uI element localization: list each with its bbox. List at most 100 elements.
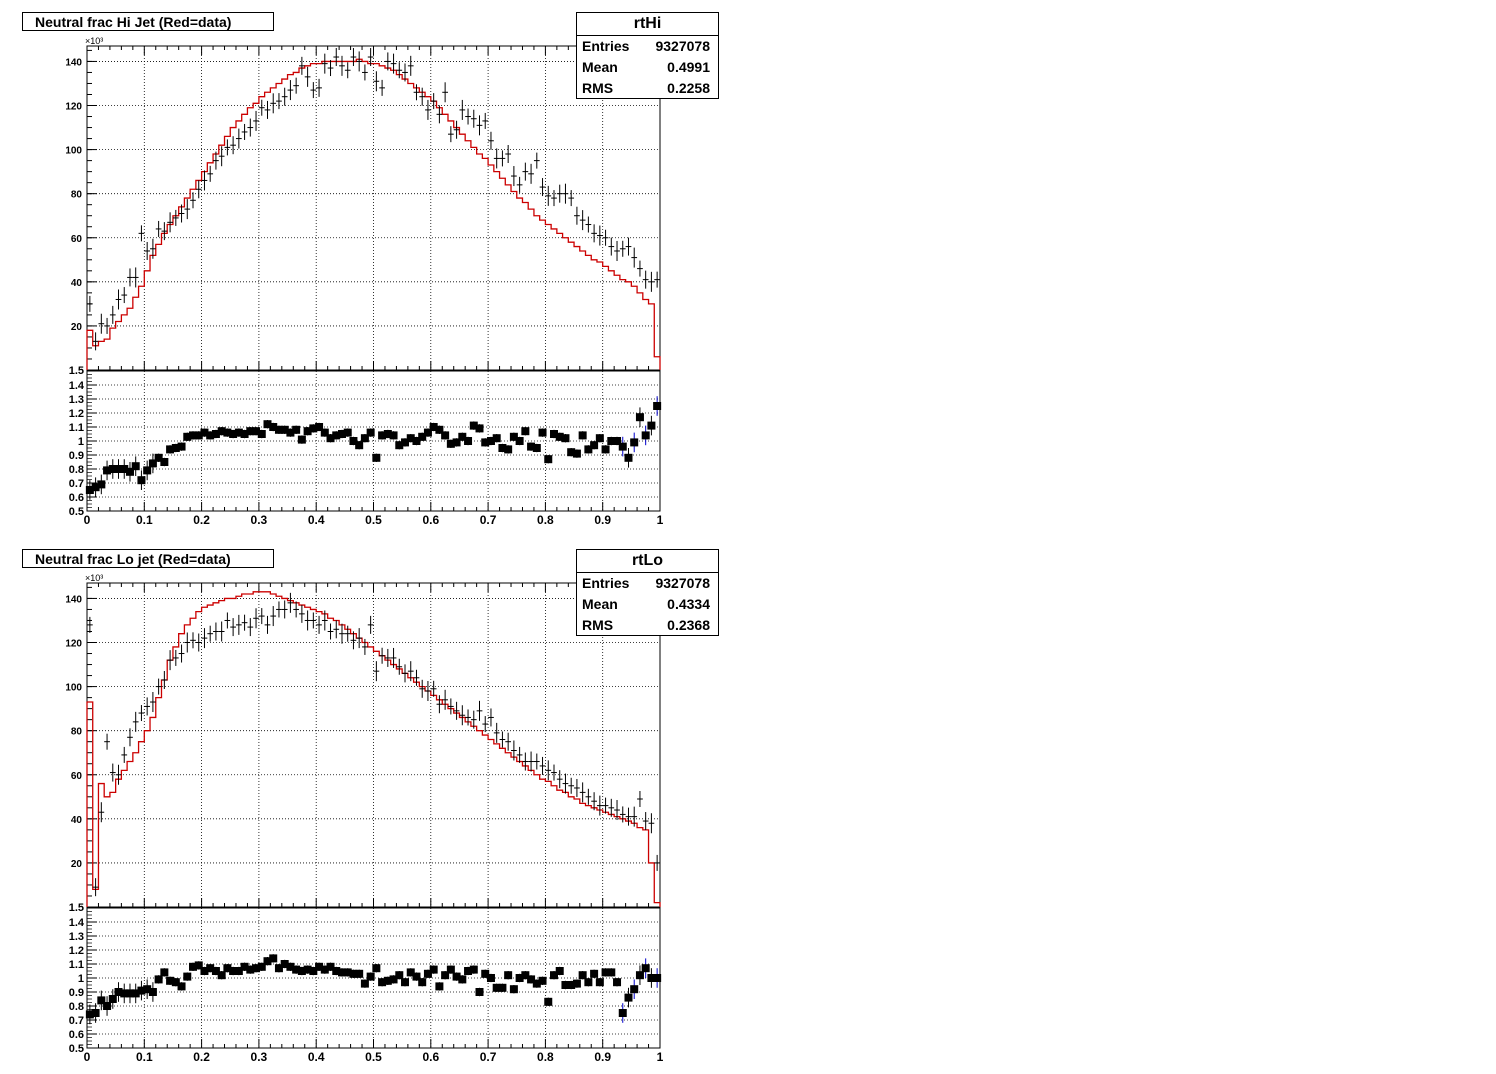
ratio-point bbox=[635, 407, 644, 427]
ratio-marker bbox=[567, 448, 576, 457]
ratio-point bbox=[108, 459, 117, 479]
ratio-y-tick-label: 1.5 bbox=[69, 902, 84, 914]
ratio-point bbox=[137, 470, 146, 490]
mc-point bbox=[379, 79, 385, 96]
ratio-marker bbox=[378, 978, 387, 987]
ratio-point bbox=[555, 432, 564, 441]
ratio-marker bbox=[200, 967, 209, 975]
ratio-point bbox=[303, 427, 312, 436]
data-histogram-line bbox=[86, 591, 661, 907]
ratio-point bbox=[372, 453, 381, 462]
ratio-point bbox=[349, 969, 358, 978]
ratio-point bbox=[183, 972, 192, 981]
ratio-y-tick-label: 1 bbox=[78, 436, 84, 448]
ratio-y-tick-label: 0.5 bbox=[69, 1043, 84, 1055]
mc-point bbox=[299, 604, 305, 623]
x-tick-label: 0.4 bbox=[308, 1050, 325, 1064]
mc-point bbox=[442, 82, 448, 103]
mc-point bbox=[350, 631, 357, 650]
ratio-marker bbox=[274, 425, 283, 434]
ratio-marker bbox=[475, 424, 484, 433]
ratio-marker bbox=[211, 967, 220, 975]
y-tick-label: 80 bbox=[71, 727, 83, 738]
ratio-point bbox=[91, 477, 100, 497]
ratio-marker bbox=[206, 964, 215, 973]
ratio-marker bbox=[544, 455, 553, 464]
ratio-marker bbox=[171, 444, 180, 452]
ratio-marker bbox=[332, 967, 341, 975]
mc-point bbox=[619, 240, 626, 257]
y-tick-label: 100 bbox=[65, 683, 82, 694]
ratio-marker bbox=[97, 996, 106, 1005]
mc-point bbox=[167, 212, 173, 233]
ratio-marker bbox=[343, 968, 352, 977]
ratio-y-tick-label: 1.3 bbox=[69, 394, 84, 406]
ratio-marker bbox=[446, 965, 455, 974]
mc-point bbox=[476, 115, 483, 136]
ratio-point bbox=[206, 431, 215, 440]
ratio-point bbox=[481, 438, 490, 447]
ratio-marker bbox=[389, 431, 398, 440]
ratio-marker bbox=[378, 431, 387, 440]
ratio-point bbox=[252, 964, 261, 973]
ratio-marker bbox=[492, 434, 501, 443]
ratio-point bbox=[401, 978, 410, 987]
mc-point bbox=[132, 267, 139, 288]
mc-point bbox=[459, 705, 466, 726]
ratio-point bbox=[458, 432, 467, 441]
ratio-marker bbox=[538, 976, 547, 985]
ratio-point bbox=[274, 425, 283, 434]
mc-point bbox=[533, 152, 540, 169]
ratio-marker bbox=[435, 425, 444, 434]
ratio-point bbox=[464, 436, 473, 446]
ratio-marker bbox=[189, 962, 198, 971]
ratio-marker bbox=[194, 961, 203, 970]
ratio-marker bbox=[618, 442, 627, 451]
mc-point bbox=[155, 678, 162, 695]
ratio-marker bbox=[532, 979, 541, 988]
ratio-marker bbox=[601, 968, 610, 977]
ratio-point bbox=[401, 438, 410, 447]
mc-point bbox=[115, 289, 122, 310]
mc-point bbox=[407, 55, 414, 76]
ratio-marker bbox=[613, 437, 622, 445]
mc-point bbox=[545, 760, 552, 781]
mc-point bbox=[138, 225, 145, 242]
mc-point bbox=[350, 48, 357, 67]
ratio-marker bbox=[309, 967, 318, 975]
ratio-marker bbox=[120, 465, 129, 473]
ratio-point bbox=[229, 966, 238, 976]
ratio-point bbox=[366, 428, 375, 437]
mc-point bbox=[224, 139, 231, 156]
ratio-point bbox=[521, 427, 530, 436]
mc-point bbox=[104, 733, 110, 750]
mc-point bbox=[293, 601, 300, 618]
y-multiplier-label: ×10³ bbox=[85, 573, 103, 583]
ratio-point bbox=[269, 422, 278, 432]
ratio-marker bbox=[85, 1010, 94, 1019]
ratio-marker bbox=[355, 969, 364, 978]
hist-title-lo-text: Neutral frac Lo jet (Red=data) bbox=[35, 551, 231, 567]
ratio-point bbox=[441, 431, 450, 440]
ratio-marker bbox=[309, 424, 318, 433]
ratio-marker bbox=[595, 978, 604, 987]
ratio-point bbox=[418, 432, 427, 441]
mc-point bbox=[172, 209, 179, 226]
y-tick-label: 20 bbox=[71, 322, 83, 333]
ratio-marker bbox=[229, 967, 238, 975]
mc-point bbox=[281, 87, 288, 106]
ratio-point bbox=[647, 415, 656, 436]
ratio-point bbox=[143, 979, 152, 999]
ratio-marker bbox=[618, 1009, 627, 1017]
ratio-marker bbox=[584, 978, 593, 987]
ratio-point bbox=[595, 434, 604, 443]
ratio-point bbox=[223, 964, 232, 973]
ratio-marker bbox=[521, 427, 530, 436]
ratio-point bbox=[143, 460, 152, 481]
mc-point bbox=[281, 600, 288, 619]
mc-point bbox=[241, 614, 248, 631]
stats-box-lo: rtLo Entries 9327078 Mean 0.4334 RMS 0.2368 bbox=[576, 549, 719, 636]
ratio-marker bbox=[360, 979, 369, 988]
ratio-marker bbox=[286, 962, 295, 971]
mc-point bbox=[132, 711, 139, 732]
